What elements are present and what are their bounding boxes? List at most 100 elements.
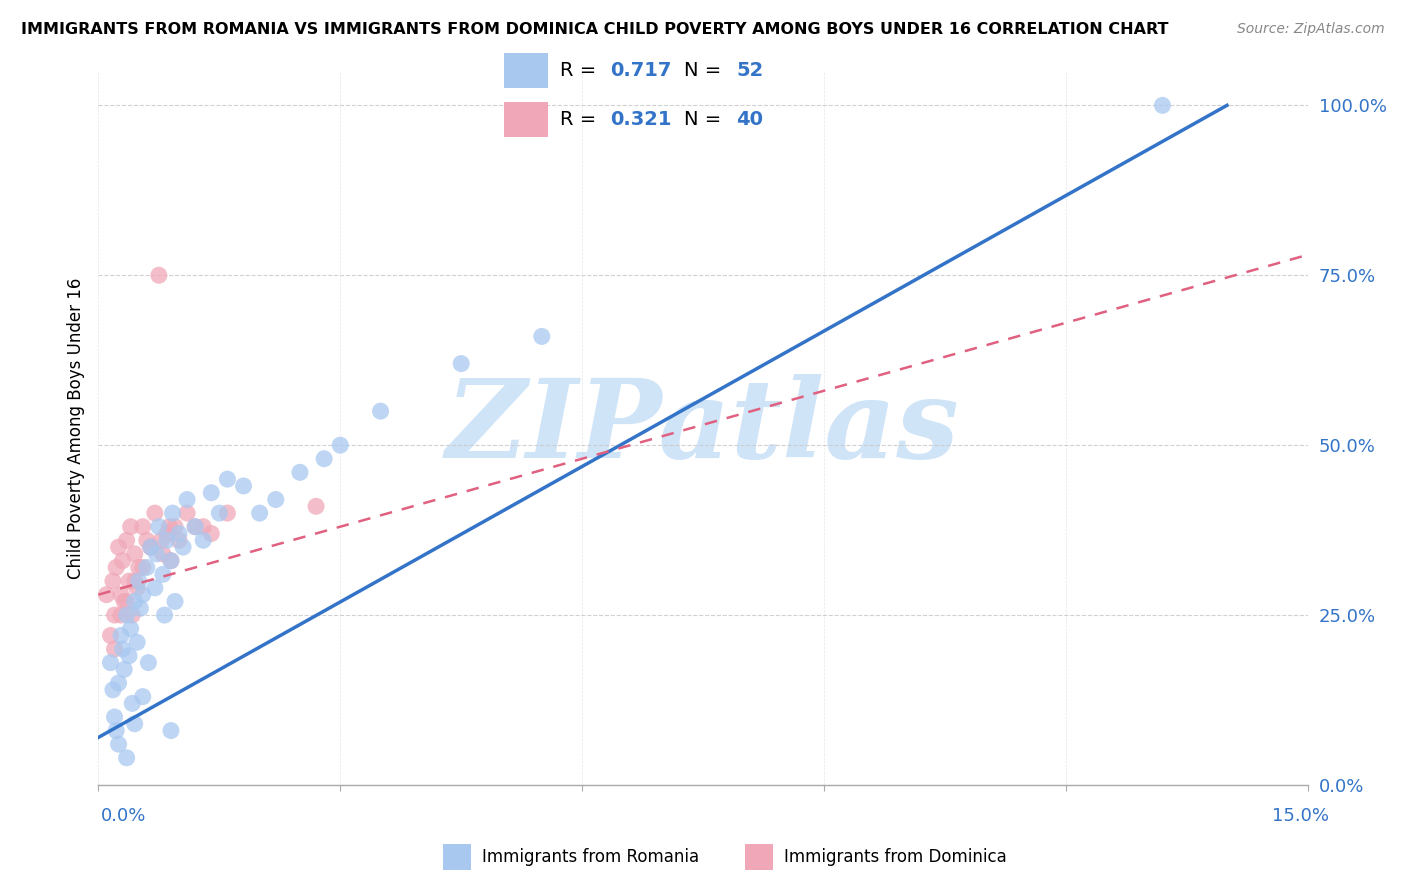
Point — [124, 716, 146, 731]
Point — [110, 608, 132, 623]
Point — [200, 485, 222, 500]
Point — [103, 608, 125, 623]
Point — [314, 451, 336, 466]
Point — [101, 682, 124, 697]
Point — [1152, 98, 1174, 112]
Point — [163, 594, 186, 608]
Point — [139, 540, 162, 554]
Point — [160, 554, 183, 568]
Point — [148, 519, 170, 533]
Point — [112, 594, 135, 608]
Point — [450, 357, 472, 371]
Point — [232, 479, 254, 493]
Point — [167, 533, 190, 548]
Point — [156, 533, 179, 548]
Point — [118, 648, 141, 663]
Point — [110, 628, 132, 642]
Point — [128, 574, 150, 588]
Point — [157, 519, 180, 533]
Text: R =: R = — [560, 110, 603, 129]
Text: 40: 40 — [737, 110, 763, 129]
Text: N =: N = — [683, 61, 727, 79]
Point — [160, 723, 183, 738]
Point — [143, 581, 166, 595]
Point — [103, 642, 125, 657]
Point — [115, 751, 138, 765]
Point — [329, 438, 352, 452]
Point — [120, 622, 142, 636]
Bar — [443, 844, 471, 871]
Point — [115, 608, 138, 623]
Point — [127, 581, 149, 595]
Point — [107, 737, 129, 751]
Point — [138, 656, 160, 670]
Point — [124, 547, 146, 561]
Point — [370, 404, 392, 418]
Point — [249, 506, 271, 520]
Text: R =: R = — [560, 61, 603, 79]
Point — [148, 268, 170, 283]
Text: Source: ZipAtlas.com: Source: ZipAtlas.com — [1237, 22, 1385, 37]
Bar — [505, 102, 548, 137]
Point — [162, 506, 184, 520]
Y-axis label: Child Poverty Among Boys Under 16: Child Poverty Among Boys Under 16 — [66, 277, 84, 579]
Point — [139, 540, 162, 554]
Point — [184, 519, 207, 533]
Text: ZIPatlas: ZIPatlas — [446, 375, 960, 482]
Point — [150, 533, 173, 548]
Point — [107, 540, 129, 554]
Point — [193, 533, 215, 548]
Point — [153, 608, 176, 623]
Point — [101, 574, 124, 588]
Point — [100, 656, 122, 670]
Point — [115, 533, 138, 548]
Point — [105, 723, 128, 738]
Point — [200, 526, 222, 541]
Point — [107, 676, 129, 690]
Point — [127, 635, 149, 649]
Text: 0.717: 0.717 — [610, 61, 671, 79]
Point — [145, 547, 167, 561]
Point — [103, 710, 125, 724]
Point — [135, 533, 157, 548]
Point — [264, 492, 287, 507]
Point — [217, 472, 239, 486]
Point — [100, 628, 122, 642]
Bar — [505, 53, 548, 87]
Point — [163, 519, 186, 533]
Point — [172, 540, 194, 554]
Point — [152, 567, 174, 582]
Point — [135, 560, 157, 574]
Text: 15.0%: 15.0% — [1271, 807, 1329, 825]
Point — [176, 506, 198, 520]
Point — [124, 594, 146, 608]
Point — [530, 329, 553, 343]
Text: 52: 52 — [737, 61, 763, 79]
Point — [132, 588, 155, 602]
Point — [118, 574, 141, 588]
Point — [152, 547, 174, 561]
Point — [176, 492, 198, 507]
Point — [110, 588, 132, 602]
Point — [121, 608, 143, 623]
Point — [112, 662, 135, 676]
Point — [156, 526, 179, 541]
Point — [121, 697, 143, 711]
Point — [132, 690, 155, 704]
Text: 0.321: 0.321 — [610, 110, 671, 129]
Point — [115, 594, 138, 608]
Point — [111, 554, 134, 568]
Point — [105, 560, 128, 574]
Text: N =: N = — [683, 110, 727, 129]
Point — [167, 526, 190, 541]
Point — [132, 519, 155, 533]
Point — [129, 601, 152, 615]
Point — [160, 554, 183, 568]
Point — [288, 466, 311, 480]
Text: Immigrants from Dominica: Immigrants from Dominica — [785, 848, 1007, 866]
Point — [96, 588, 118, 602]
Point — [132, 560, 155, 574]
Point — [124, 574, 146, 588]
Bar — [745, 844, 773, 871]
Point — [120, 519, 142, 533]
